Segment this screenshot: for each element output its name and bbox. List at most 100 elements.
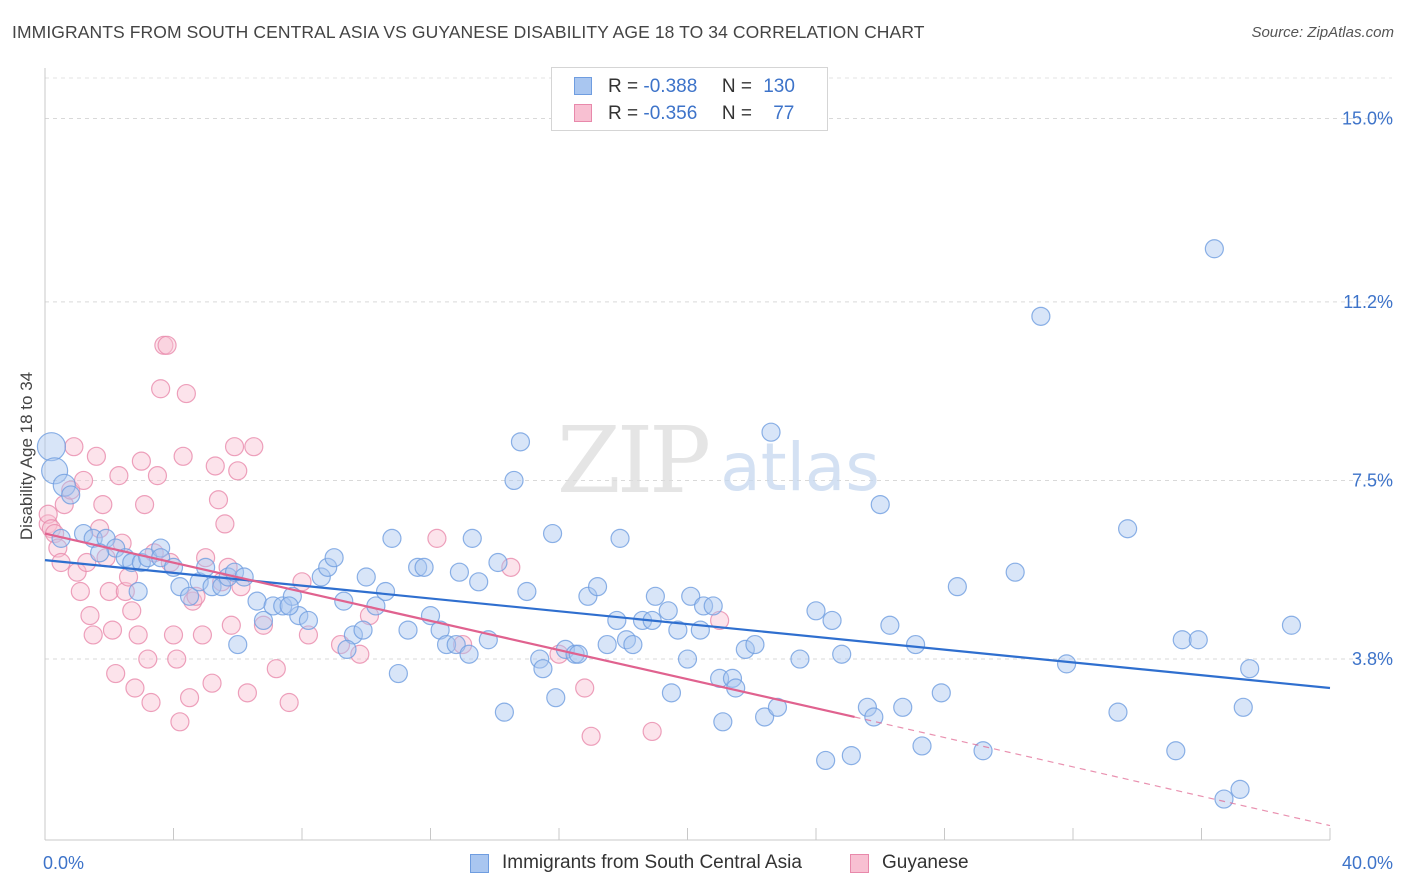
point-guyanese bbox=[298, 625, 319, 645]
point-guyanese bbox=[179, 688, 200, 708]
point-south-central-asia bbox=[905, 634, 926, 655]
point-south-central-asia bbox=[41, 457, 69, 485]
point-guyanese bbox=[128, 625, 148, 645]
point-south-central-asia bbox=[36, 432, 67, 462]
y-tick-label: 11.2% bbox=[1343, 292, 1393, 312]
legend-r-label: R = bbox=[608, 103, 639, 124]
point-guyanese bbox=[86, 446, 107, 466]
watermark: ZIP atlas bbox=[557, 407, 880, 514]
point-south-central-asia bbox=[375, 581, 396, 602]
point-south-central-asia bbox=[841, 745, 861, 766]
point-guyanese bbox=[642, 721, 662, 742]
point-south-central-asia bbox=[1108, 702, 1128, 722]
point-guyanese bbox=[427, 528, 447, 548]
point-south-central-asia bbox=[713, 712, 733, 732]
point-south-central-asia bbox=[382, 528, 402, 548]
point-guyanese bbox=[173, 446, 193, 466]
south-central-asia-points bbox=[36, 239, 1302, 809]
point-guyanese bbox=[224, 437, 245, 457]
chart-title: IMMIGRANTS FROM SOUTH CENTRAL ASIA VS GU… bbox=[12, 22, 925, 42]
point-south-central-asia bbox=[973, 741, 993, 761]
point-south-central-asia bbox=[90, 543, 110, 563]
watermark-atlas: atlas bbox=[720, 429, 880, 506]
trend-line-guyanese bbox=[44, 532, 855, 719]
point-south-central-asia bbox=[1166, 741, 1186, 761]
point-guyanese bbox=[141, 692, 161, 713]
point-south-central-asia bbox=[754, 707, 775, 727]
legend-r-value: -0.356 bbox=[643, 103, 698, 124]
point-south-central-asia bbox=[1230, 779, 1250, 799]
point-guyanese bbox=[202, 673, 222, 693]
point-south-central-asia bbox=[767, 697, 788, 717]
point-guyanese bbox=[125, 678, 145, 698]
point-south-central-asia bbox=[587, 577, 608, 597]
point-guyanese bbox=[279, 692, 299, 713]
point-guyanese bbox=[186, 586, 206, 606]
point-south-central-asia bbox=[436, 634, 457, 655]
legend-r-label: R = bbox=[608, 76, 639, 97]
point-south-central-asia bbox=[128, 581, 148, 602]
point-south-central-asia bbox=[353, 620, 373, 640]
point-south-central-asia bbox=[1281, 615, 1302, 635]
bottom-legend-label: Guyanese bbox=[882, 852, 969, 873]
point-south-central-asia bbox=[151, 538, 171, 558]
point-south-central-asia bbox=[356, 567, 376, 587]
source-label: Source: ZipAtlas.com bbox=[1251, 24, 1394, 41]
legend-n-label: N = bbox=[721, 103, 752, 124]
point-south-central-asia bbox=[912, 736, 932, 756]
trend-line-guyanese-extension bbox=[854, 716, 1331, 827]
point-south-central-asia bbox=[52, 473, 76, 497]
point-guyanese bbox=[93, 494, 113, 515]
point-guyanese bbox=[122, 601, 142, 621]
point-guyanese bbox=[170, 712, 190, 732]
point-south-central-asia bbox=[645, 586, 665, 606]
legend-n-value: 77 bbox=[773, 103, 795, 124]
point-south-central-asia bbox=[170, 577, 190, 597]
point-south-central-asia bbox=[880, 615, 900, 635]
point-south-central-asia bbox=[488, 552, 508, 573]
point-south-central-asia bbox=[253, 610, 274, 631]
point-south-central-asia bbox=[61, 485, 81, 505]
point-south-central-asia bbox=[947, 577, 967, 597]
bottom-legend-swatch-blue bbox=[470, 854, 489, 873]
point-guyanese bbox=[176, 383, 196, 404]
point-guyanese bbox=[196, 548, 216, 568]
point-south-central-asia bbox=[790, 649, 810, 669]
point-guyanese bbox=[501, 557, 521, 577]
point-south-central-asia bbox=[228, 634, 248, 655]
point-south-central-asia bbox=[273, 596, 293, 616]
point-south-central-asia bbox=[870, 494, 890, 515]
point-guyanese bbox=[350, 644, 370, 664]
legend-n-value: 130 bbox=[763, 76, 795, 97]
point-south-central-asia bbox=[196, 557, 216, 577]
watermark-zip: ZIP bbox=[557, 407, 708, 514]
point-guyanese bbox=[163, 625, 184, 645]
point-guyanese bbox=[208, 490, 229, 510]
legend: R = -0.388 N = 130 R = -0.356 N = 77 bbox=[551, 67, 828, 131]
point-south-central-asia bbox=[893, 697, 913, 717]
point-south-central-asia bbox=[388, 663, 408, 684]
point-south-central-asia bbox=[318, 557, 338, 577]
point-guyanese bbox=[131, 451, 151, 471]
point-south-central-asia bbox=[607, 610, 627, 631]
point-south-central-asia bbox=[542, 523, 563, 544]
point-guyanese bbox=[106, 663, 126, 684]
point-south-central-asia bbox=[298, 610, 319, 631]
legend-r-value: -0.388 bbox=[643, 76, 698, 97]
point-south-central-asia bbox=[324, 548, 344, 568]
point-south-central-asia bbox=[510, 432, 531, 452]
trend-lines bbox=[44, 532, 1331, 827]
y-tick-label: 15.0% bbox=[1342, 108, 1393, 128]
point-south-central-asia bbox=[179, 586, 200, 606]
point-south-central-asia bbox=[931, 683, 951, 703]
point-south-central-asia bbox=[311, 567, 331, 587]
point-south-central-asia bbox=[864, 707, 884, 727]
point-south-central-asia bbox=[816, 750, 836, 771]
point-south-central-asia bbox=[337, 639, 357, 660]
axes bbox=[44, 68, 1331, 841]
tick-labels: 3.8% 7.5% 11.2% 15.0% 0.0% 40.0% bbox=[43, 108, 1393, 873]
point-guyanese bbox=[147, 466, 168, 486]
point-south-central-asia bbox=[623, 634, 643, 655]
y-tick-label: 3.8% bbox=[1352, 649, 1393, 669]
